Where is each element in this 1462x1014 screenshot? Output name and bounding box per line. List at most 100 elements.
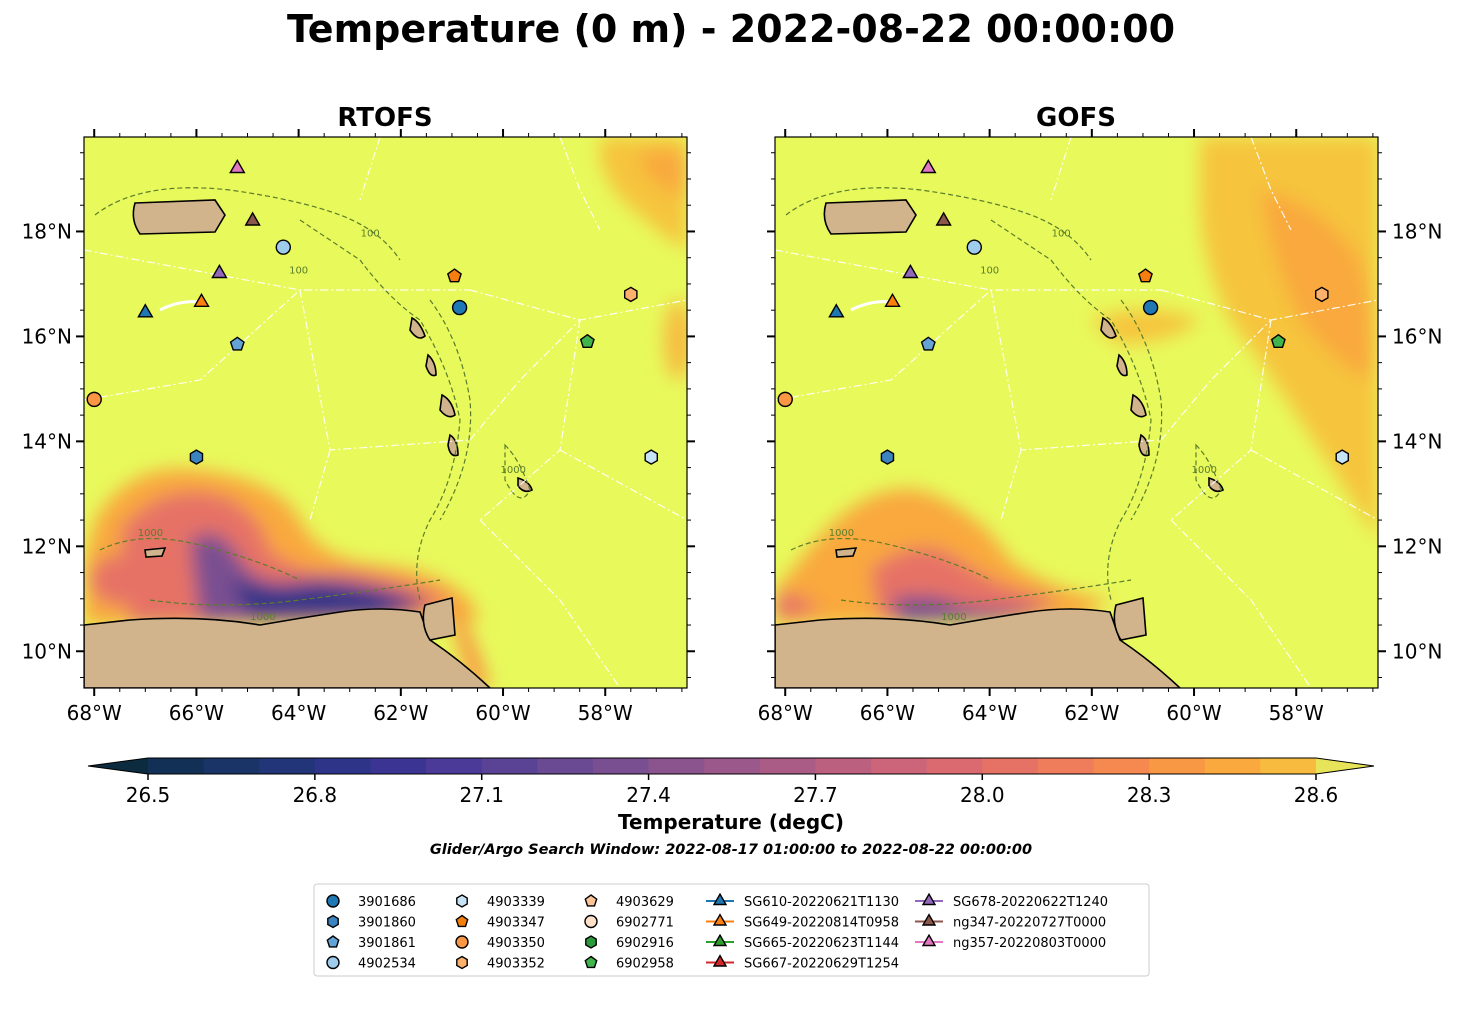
contour-label: 1000 [829, 528, 854, 539]
colorbar-segment [426, 758, 483, 774]
map-gofs [775, 137, 1378, 688]
colorbar-segment [314, 758, 371, 774]
platform-marker [244, 211, 261, 226]
platform-marker [935, 211, 952, 226]
land-puerto-rico [823, 199, 917, 235]
legend-marker [921, 892, 937, 906]
lat-tick-label: 14°N [1392, 429, 1442, 453]
legend-label: 4903629 [616, 895, 674, 910]
colorbar-tick-label: 27.4 [626, 783, 671, 807]
legend-marker [455, 914, 469, 928]
lon-tick-label: 58°W [578, 701, 633, 725]
colorbar-segment [370, 758, 427, 774]
platform-marker [86, 391, 102, 408]
eez-boundaries [84, 137, 687, 688]
eez-boundaries [775, 137, 1378, 688]
legend-entry: 3901686 [326, 894, 416, 910]
legend-entry: 4902534 [326, 955, 416, 972]
lat-tick-label: 14°N [22, 429, 72, 453]
legend-marker [712, 913, 728, 926]
legend-entry: 6902916 [585, 935, 674, 951]
panel-rtofs: RTOFS [83, 103, 688, 689]
depth-contours [94, 187, 531, 606]
contour-label: 1000 [250, 612, 275, 623]
platform-marker [451, 299, 468, 316]
colorbar-segment [648, 758, 705, 774]
land-curacao [144, 547, 167, 558]
colorbar-segment [982, 758, 1039, 774]
lon-tick-label: 60°W [475, 701, 530, 725]
platform-marker [644, 449, 658, 465]
depth-contours [785, 187, 1222, 606]
legend-marker [455, 935, 469, 949]
land-curacao [835, 547, 858, 558]
legend-marker [921, 913, 937, 926]
legend-entry: SG649-20220814T0958 [706, 913, 899, 931]
legend-marker [712, 892, 728, 906]
land-guadeloupe [409, 316, 426, 339]
legend-marker [584, 955, 598, 969]
platform-marker [1137, 268, 1153, 283]
figure-title: Temperature (0 m) - 2022-08-22 00:00:00 [287, 7, 1175, 51]
legend-marker [327, 914, 339, 929]
platform-marker [193, 292, 210, 307]
land-trinidad [1113, 596, 1147, 641]
colorbar-segment [815, 758, 872, 774]
legend-entry: SG667-20220629T1254 [706, 954, 899, 972]
platform-marker [884, 292, 901, 307]
colorbar-tick-label: 27.7 [793, 783, 838, 807]
platform-marker [1270, 333, 1286, 348]
colorbar-tick-label: 26.5 [126, 783, 171, 807]
legend-label: 4903347 [487, 916, 545, 931]
platform-marker [189, 449, 204, 465]
platform-markers [86, 159, 1349, 465]
platform-marker [828, 303, 845, 318]
platform-marker [920, 159, 937, 174]
colorbar-segment [704, 758, 761, 774]
lon-tick-label: 66°W [860, 701, 915, 725]
colorbar-segment [259, 758, 316, 774]
map-frame [83, 136, 688, 689]
platform-marker [229, 159, 246, 174]
legend-marker [326, 935, 340, 948]
platform-marker [966, 239, 982, 255]
contour-label: 100 [361, 229, 380, 240]
colorbar-segment [148, 758, 205, 774]
lat-tick-label: 10°N [22, 639, 72, 663]
lon-tick-label: 68°W [67, 701, 122, 725]
lon-tick-label: 66°W [169, 701, 224, 725]
legend-marker [712, 954, 728, 967]
map-frame [774, 136, 1379, 689]
lat-tick-label: 18°N [1392, 219, 1442, 243]
contour-label: 1000 [941, 612, 966, 623]
land-guadeloupe [1100, 316, 1117, 339]
platform-marker [211, 264, 228, 279]
colorbar: 26.5 26.8 27.1 27.4 27.7 28.0 28.3 28.6 [87, 757, 1375, 807]
legend-entry: ng347-20220727T0000 [915, 913, 1106, 931]
platform-marker [1142, 299, 1159, 316]
sst-field-warm [1090, 137, 1378, 540]
panel-gofs: GOFS [774, 103, 1379, 689]
colorbar-extend-low [88, 758, 148, 774]
legend-entry: 4903347 [455, 914, 545, 931]
panel-title-rtofs: RTOFS [337, 103, 432, 133]
land-dominica [1116, 353, 1128, 377]
colorbar-segment [592, 758, 650, 774]
legend-label: 4902534 [358, 957, 416, 972]
sst-field-anomaly [84, 468, 490, 688]
colorbar-label: Temperature (degC) [618, 810, 844, 834]
legend-label: SG649-20220814T0958 [744, 916, 899, 931]
land [84, 199, 533, 688]
colorbar-tick-label: 28.6 [1294, 783, 1339, 807]
platform-marker [1315, 286, 1329, 303]
sst-field-warm [600, 137, 687, 380]
land-puerto-rico [132, 199, 226, 235]
contour-label: 1000 [1192, 465, 1217, 476]
colorbar-segment [1037, 758, 1095, 774]
lat-tick-label: 16°N [1392, 324, 1442, 348]
legend-marker [456, 894, 468, 908]
colorbar-tick-label: 28.0 [960, 783, 1005, 807]
contour-label: 100 [980, 265, 999, 276]
lat-tick-label: 12°N [1392, 534, 1442, 558]
